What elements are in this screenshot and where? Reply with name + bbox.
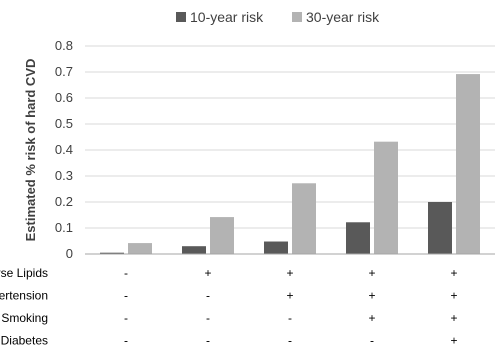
- y-tick-label: 0.7: [55, 64, 73, 79]
- risk-factor-table: Adverse Lipids - + + + + Hypertension - - + + + Smok…: [0, 266, 458, 348]
- table-cell-mark: +: [450, 334, 457, 348]
- bar-10-year: [346, 222, 370, 254]
- table-cell-mark: -: [206, 289, 210, 303]
- table-cell-mark: -: [206, 311, 210, 325]
- table-cell-mark: -: [124, 266, 128, 280]
- table-cell-mark: -: [124, 311, 128, 325]
- y-tick-label: 0.1: [55, 220, 73, 235]
- y-tick-label: 0: [66, 246, 73, 261]
- table-cell-mark: -: [124, 334, 128, 348]
- legend-swatch-30-year: [292, 12, 302, 22]
- legend-label-10-year: 10-year risk: [190, 9, 264, 25]
- table-cell-mark: +: [368, 289, 375, 303]
- bar-10-year: [428, 202, 452, 254]
- table-cell-mark: +: [368, 266, 375, 280]
- table-cell-mark: -: [370, 334, 374, 348]
- bar-30-year: [128, 243, 152, 254]
- table-cell-mark: -: [206, 334, 210, 348]
- table-cell-mark: -: [288, 334, 292, 348]
- bar-10-year: [182, 246, 206, 254]
- y-tick-label: 0.4: [55, 142, 73, 157]
- table-cell-mark: +: [450, 289, 457, 303]
- table-cell-mark: -: [288, 311, 292, 325]
- y-tick-labels: 0 0.1 0.2 0.3 0.4 0.5 0.6 0.7 0.8: [55, 38, 73, 261]
- bars: [100, 74, 480, 254]
- y-tick-label: 0.3: [55, 168, 73, 183]
- table-row-label: Smoking: [1, 311, 48, 325]
- legend: 10-year risk 30-year risk: [176, 9, 380, 25]
- y-tick-label: 0.5: [55, 116, 73, 131]
- bar-10-year: [100, 252, 124, 254]
- bar-30-year: [456, 74, 480, 254]
- table-cell-mark: +: [450, 266, 457, 280]
- table-row-label: Adverse Lipids: [0, 266, 48, 280]
- bar-30-year: [374, 141, 398, 254]
- bar-30-year: [292, 183, 316, 254]
- table-row-label: Diabetes: [1, 334, 48, 348]
- legend-label-30-year: 30-year risk: [306, 9, 380, 25]
- table-row-label: Hypertension: [0, 289, 48, 303]
- y-tick-label: 0.6: [55, 90, 73, 105]
- y-tick-label: 0.8: [55, 38, 73, 53]
- table-cell-mark: +: [368, 311, 375, 325]
- bar-10-year: [264, 241, 288, 254]
- table-cell-mark: +: [286, 266, 293, 280]
- gridlines: [85, 45, 495, 229]
- table-cell-mark: +: [204, 266, 211, 280]
- table-cell-mark: +: [286, 289, 293, 303]
- legend-swatch-10-year: [176, 12, 186, 22]
- table-cell-mark: +: [450, 311, 457, 325]
- y-tick-label: 0.2: [55, 194, 73, 209]
- table-cell-mark: -: [124, 289, 128, 303]
- y-axis-label: Estimated % risk of hard CVD: [23, 59, 38, 242]
- bar-30-year: [210, 217, 234, 254]
